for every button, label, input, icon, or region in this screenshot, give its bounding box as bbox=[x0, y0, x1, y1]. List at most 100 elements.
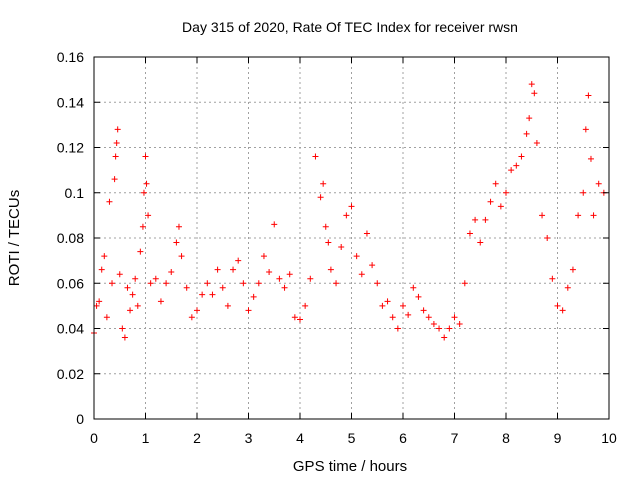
x-tick-label: 1 bbox=[142, 430, 150, 446]
data-point bbox=[98, 266, 105, 273]
data-point bbox=[163, 280, 170, 287]
data-point bbox=[436, 325, 443, 332]
data-point bbox=[183, 284, 190, 291]
data-point bbox=[322, 223, 329, 230]
data-point bbox=[451, 314, 458, 321]
data-point bbox=[121, 334, 128, 341]
data-point bbox=[590, 212, 597, 219]
data-point bbox=[461, 280, 468, 287]
data-point bbox=[103, 314, 110, 321]
data-point bbox=[580, 189, 587, 196]
data-point bbox=[582, 126, 589, 133]
data-point bbox=[93, 302, 100, 309]
data-point bbox=[587, 155, 594, 162]
data-point bbox=[569, 266, 576, 273]
data-point bbox=[333, 280, 340, 287]
data-point bbox=[260, 253, 267, 260]
data-point bbox=[358, 271, 365, 278]
data-point bbox=[134, 302, 141, 309]
data-point bbox=[266, 268, 273, 275]
data-point bbox=[112, 153, 119, 160]
data-point bbox=[188, 314, 195, 321]
data-point bbox=[96, 298, 103, 305]
data-point bbox=[143, 180, 150, 187]
data-point bbox=[235, 257, 242, 264]
data-point bbox=[312, 153, 319, 160]
data-point bbox=[343, 212, 350, 219]
data-point bbox=[129, 291, 136, 298]
chart-title: Day 315 of 2020, Rate Of TEC Index for r… bbox=[182, 19, 518, 35]
data-point bbox=[140, 189, 147, 196]
plot-frame bbox=[93, 56, 610, 420]
data-point bbox=[224, 302, 231, 309]
data-point bbox=[209, 291, 216, 298]
x-tick-label: 8 bbox=[502, 430, 510, 446]
data-point bbox=[456, 320, 463, 327]
data-point bbox=[291, 314, 298, 321]
data-point bbox=[539, 212, 546, 219]
data-point bbox=[113, 139, 120, 146]
data-point bbox=[142, 153, 149, 160]
data-point bbox=[559, 307, 566, 314]
data-point bbox=[145, 212, 152, 219]
data-point bbox=[503, 189, 509, 196]
data-point bbox=[127, 307, 134, 314]
x-tick-label: 4 bbox=[296, 430, 304, 446]
x-tick-label: 6 bbox=[399, 430, 407, 446]
data-point bbox=[139, 223, 146, 230]
data-point bbox=[400, 302, 406, 309]
data-point bbox=[325, 239, 332, 246]
data-point bbox=[477, 239, 484, 246]
data-point bbox=[554, 302, 561, 309]
data-point bbox=[111, 176, 118, 183]
data-point bbox=[564, 284, 571, 291]
y-tick-label: 0.16 bbox=[57, 49, 84, 65]
data-point bbox=[240, 280, 247, 287]
x-tick-label: 2 bbox=[193, 430, 201, 446]
data-point bbox=[369, 262, 376, 269]
data-point bbox=[363, 230, 370, 237]
data-point bbox=[528, 81, 535, 88]
x-tick-label: 0 bbox=[90, 430, 98, 446]
data-point bbox=[119, 325, 126, 332]
data-point bbox=[415, 293, 422, 300]
data-point bbox=[394, 325, 401, 332]
data-point bbox=[317, 194, 324, 201]
data-point bbox=[307, 275, 314, 282]
data-point bbox=[441, 334, 448, 341]
y-tick-label: 0.04 bbox=[57, 321, 84, 337]
data-point bbox=[327, 266, 334, 273]
data-point bbox=[353, 253, 360, 260]
data-point bbox=[466, 230, 473, 237]
data-point bbox=[219, 284, 226, 291]
x-tick-label: 10 bbox=[601, 430, 617, 446]
data-point bbox=[472, 216, 479, 223]
data-point bbox=[157, 298, 164, 305]
data-point bbox=[389, 314, 396, 321]
data-point bbox=[173, 239, 180, 246]
grid-lines bbox=[94, 57, 609, 419]
data-point bbox=[175, 223, 182, 230]
data-point bbox=[405, 311, 412, 318]
data-point bbox=[286, 271, 293, 278]
data-point bbox=[281, 284, 288, 291]
y-tick-label: 0.12 bbox=[57, 140, 84, 156]
data-point bbox=[446, 325, 453, 332]
data-point bbox=[194, 307, 200, 314]
data-point bbox=[199, 291, 206, 298]
data-point bbox=[518, 153, 525, 160]
x-tick-label: 9 bbox=[554, 430, 562, 446]
data-point bbox=[255, 280, 262, 287]
data-point bbox=[410, 284, 417, 291]
x-tick-label: 5 bbox=[348, 430, 356, 446]
y-tick-label: 0.02 bbox=[57, 366, 84, 382]
data-point bbox=[497, 203, 504, 210]
data-point bbox=[214, 266, 221, 273]
data-point bbox=[124, 284, 131, 291]
data-point bbox=[430, 320, 437, 327]
y-tick-label: 0.1 bbox=[65, 185, 85, 201]
data-point bbox=[544, 235, 551, 241]
data-point bbox=[245, 307, 252, 314]
data-point bbox=[595, 180, 602, 187]
